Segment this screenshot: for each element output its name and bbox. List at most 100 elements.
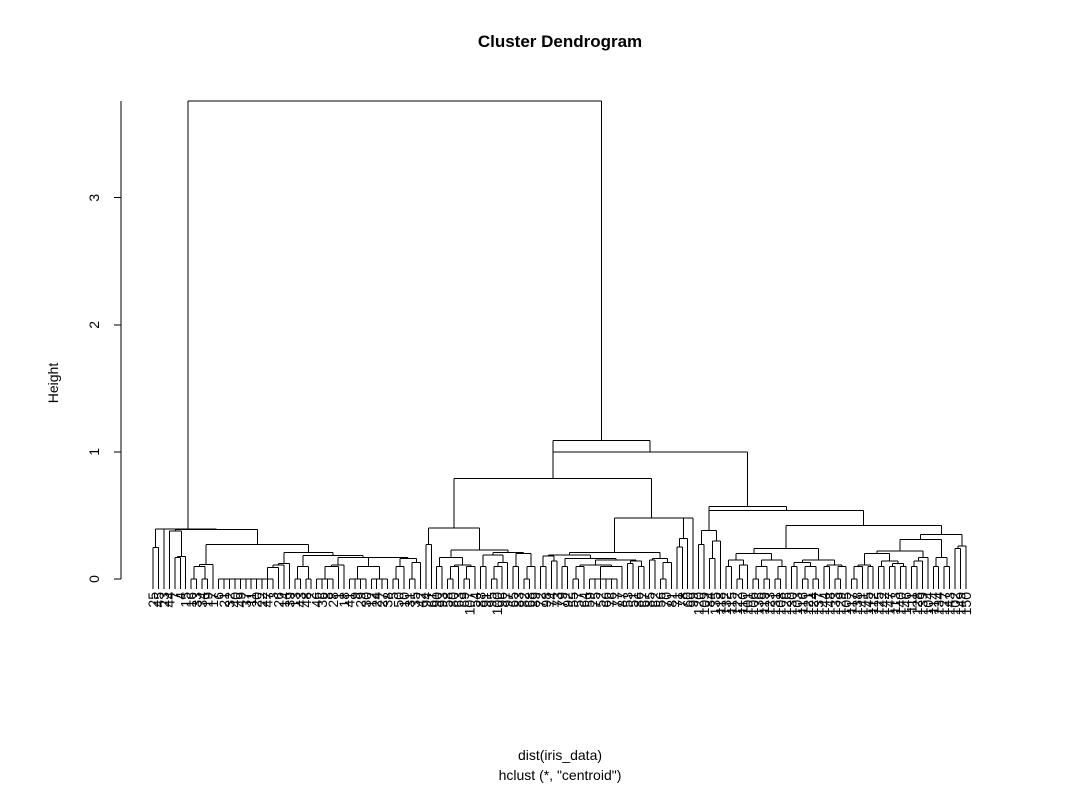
y-tick-label: 3 bbox=[86, 194, 102, 202]
leaf-label: 5 bbox=[385, 592, 401, 600]
leaf-label: 48 bbox=[298, 592, 314, 608]
leaf-label: 101 bbox=[740, 592, 756, 616]
leaf-label: 80 bbox=[445, 592, 461, 608]
leaf-label: 46 bbox=[309, 592, 325, 608]
leaf-label: 126 bbox=[778, 592, 794, 616]
chart-title: Cluster Dendrogram bbox=[478, 32, 642, 51]
leaf-label: 27 bbox=[374, 592, 390, 608]
leaf-label: 131 bbox=[767, 592, 783, 616]
leaf-label: 113 bbox=[887, 592, 903, 615]
leaf-label: 147 bbox=[882, 592, 898, 616]
leaf-label: 145 bbox=[860, 592, 876, 616]
leaf-label: 139 bbox=[914, 592, 930, 616]
leaf-label: 50 bbox=[391, 592, 407, 608]
leaf-label: 66 bbox=[598, 592, 614, 608]
leaf-label: 13 bbox=[287, 592, 303, 608]
leaf-label: 47 bbox=[260, 592, 276, 608]
leaf-label: 110 bbox=[734, 592, 750, 615]
leaf-label: 109 bbox=[696, 592, 712, 616]
leaf-label: 143 bbox=[942, 592, 958, 616]
leaf-label: 64 bbox=[576, 592, 592, 608]
leaf-label: 28 bbox=[325, 592, 341, 608]
leaf-label: 55 bbox=[565, 592, 581, 608]
leaf-label: 144 bbox=[816, 592, 832, 616]
leaf-label: 115 bbox=[723, 592, 739, 615]
leaf-label: 2 bbox=[303, 592, 319, 600]
leaf-label: 73 bbox=[549, 592, 565, 608]
leaf-label: 23 bbox=[156, 592, 172, 608]
leaf-label: 58 bbox=[440, 592, 456, 608]
leaf-label: 20 bbox=[249, 592, 265, 608]
leaf-label: 36 bbox=[314, 592, 330, 608]
leaf-label: 35 bbox=[407, 592, 423, 608]
leaf-label: 105 bbox=[838, 592, 854, 616]
leaf-label: 6 bbox=[211, 592, 227, 600]
leaf-label: 71 bbox=[669, 592, 685, 608]
leaf-label: 67 bbox=[636, 592, 652, 608]
leaf-label: 84 bbox=[702, 592, 718, 608]
y-tick-label: 2 bbox=[86, 321, 102, 329]
leaf-label: 100 bbox=[489, 592, 505, 616]
leaf-label: 63 bbox=[451, 592, 467, 608]
leaf-label: 90 bbox=[429, 592, 445, 608]
leaf-label: 132 bbox=[718, 592, 734, 616]
leaf-label: 72 bbox=[532, 592, 548, 608]
leaf-label: 75 bbox=[587, 592, 603, 608]
x-axis-label: dist(iris_data) bbox=[518, 747, 602, 763]
leaf-label: 148 bbox=[822, 592, 838, 616]
leaf-label: 102 bbox=[947, 592, 963, 616]
leaf-label: 116 bbox=[794, 592, 810, 615]
leaf-label: 136 bbox=[751, 592, 767, 616]
leaf-label: 42 bbox=[412, 592, 428, 608]
leaf-label: 77 bbox=[609, 592, 625, 608]
leaf-label: 123 bbox=[762, 592, 778, 616]
leaf-label: 9 bbox=[347, 592, 363, 600]
leaf-label: 97 bbox=[500, 592, 516, 608]
leaf-label: 118 bbox=[713, 592, 729, 615]
leaf-label: 86 bbox=[631, 592, 647, 608]
leaf-label: 24 bbox=[369, 592, 385, 608]
leaf-label: 99 bbox=[685, 592, 701, 608]
leaf-label: 70 bbox=[658, 592, 674, 608]
leaf-label: 135 bbox=[707, 592, 723, 616]
leaf-label: 89 bbox=[527, 592, 543, 608]
leaf-label: 83 bbox=[511, 592, 527, 608]
leaf-label: 37 bbox=[238, 592, 254, 608]
leaf-label: 7 bbox=[167, 592, 183, 600]
leaf-label: 59 bbox=[582, 592, 598, 608]
leaf-label: 45 bbox=[151, 592, 167, 608]
leaf-label: 146 bbox=[898, 592, 914, 616]
leaf-label: 3 bbox=[265, 592, 281, 600]
leaf-label: 108 bbox=[773, 592, 789, 616]
leaf-label: 117 bbox=[843, 592, 859, 615]
leaf-label: 129 bbox=[833, 592, 849, 616]
dendrogram-links bbox=[152, 100, 967, 589]
leaf-label: 62 bbox=[647, 592, 663, 608]
leaf-label: 81 bbox=[663, 592, 679, 608]
leaf-label: 142 bbox=[876, 592, 892, 616]
chart-subtitle: hclust (*, "centroid") bbox=[499, 767, 622, 783]
leaf-label: 125 bbox=[871, 592, 887, 616]
leaf-label: 134 bbox=[931, 592, 947, 616]
leaf-label: 30 bbox=[358, 592, 374, 608]
leaf-label: 14 bbox=[276, 592, 292, 608]
leaf-label: 122 bbox=[729, 592, 745, 616]
y-tick-label: 0 bbox=[86, 575, 102, 583]
leaf-label: 19 bbox=[200, 592, 216, 608]
leaf-label: 60 bbox=[680, 592, 696, 608]
leaf-label: 68 bbox=[522, 592, 538, 608]
leaf-label: 137 bbox=[811, 592, 827, 616]
leaf-label: 103 bbox=[789, 592, 805, 616]
leaf-label: 56 bbox=[652, 592, 668, 608]
leaf-label: 1 bbox=[331, 592, 347, 600]
leaf-label: 78 bbox=[674, 592, 690, 608]
leaf-label: 82 bbox=[516, 592, 532, 608]
leaf-label: 149 bbox=[953, 592, 969, 616]
leaf-label: 53 bbox=[620, 592, 636, 608]
leaf-labels: 2545234474151633341917621324049371120224… bbox=[145, 592, 974, 616]
leaf-label: 87 bbox=[614, 592, 630, 608]
leaf-label: 106 bbox=[745, 592, 761, 616]
leaf-label: 54 bbox=[467, 592, 483, 608]
leaf-label: 93 bbox=[434, 592, 450, 608]
